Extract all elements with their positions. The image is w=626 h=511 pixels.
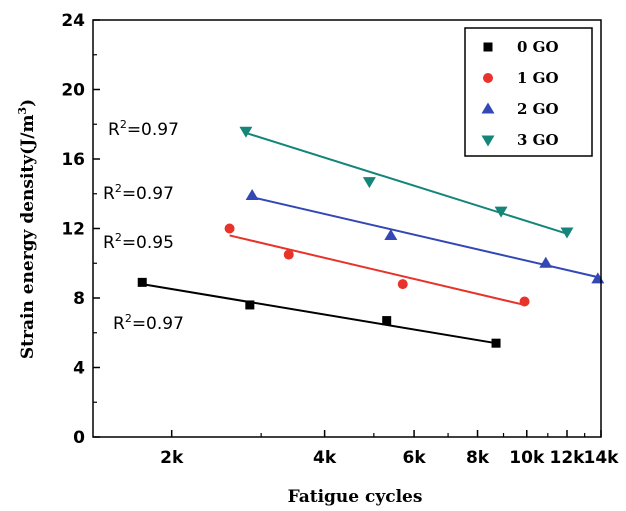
data-point	[560, 227, 574, 239]
y-tick-label: 8	[73, 289, 85, 309]
data-point	[245, 300, 255, 310]
r2-annotation-sup: 2	[115, 182, 122, 195]
y-tick-label: 16	[61, 150, 85, 170]
y-tick-label: 12	[61, 220, 85, 240]
r2-annotation: R2=0.97	[103, 182, 174, 204]
x-axis-title: Fatigue cycles	[288, 487, 423, 507]
r2-annotation-value: =0.95	[122, 233, 174, 253]
r2-annotation-value: =0.97	[122, 184, 174, 204]
x-tick-label: 6k	[402, 448, 426, 468]
r2-annotation-r: R	[103, 184, 115, 204]
r2-annotation: R2=0.95	[103, 231, 174, 253]
r2-annotation-sup: 2	[120, 118, 127, 131]
y-tick-label: 20	[61, 81, 85, 101]
r2-annotation-sup: 2	[125, 312, 132, 325]
y-axis-title: Strain energy density(J/m3)	[16, 99, 38, 359]
data-point	[137, 277, 147, 287]
legend-marker	[483, 42, 493, 52]
legend-marker	[481, 102, 495, 114]
data-point	[494, 206, 508, 218]
r2-annotation-sup: 2	[115, 231, 122, 244]
r2-annotation-r: R	[108, 120, 120, 140]
fit-line	[142, 283, 497, 345]
r2-annotation: R2=0.97	[108, 118, 179, 140]
y-tick-label: 24	[61, 11, 85, 31]
r2-annotation-r: R	[113, 314, 125, 334]
fit-line	[229, 234, 525, 306]
legend-label: 0 GO	[517, 38, 559, 56]
x-tick-label: 4k	[313, 448, 337, 468]
data-point	[382, 316, 392, 326]
r2-annotation-value: =0.97	[132, 314, 184, 334]
legend-label: 2 GO	[517, 100, 559, 118]
r2-annotation: R2=0.97	[113, 312, 184, 334]
y-axis-title-sup: 3	[16, 107, 29, 115]
x-tick-label: 8k	[466, 448, 490, 468]
data-point	[224, 223, 235, 234]
data-point	[491, 338, 501, 348]
data-point	[245, 188, 259, 200]
data-point	[519, 296, 530, 307]
y-tick-label: 0	[73, 428, 85, 448]
legend: 0 GO 1 GO 2 GO 3 GO	[464, 27, 593, 157]
x-tick-label: 12k	[550, 448, 586, 468]
legend-box	[464, 27, 593, 157]
data-point	[362, 177, 376, 189]
fit-line	[251, 196, 599, 279]
x-tick-label: 2k	[160, 448, 184, 468]
legend-label: 3 GO	[517, 131, 559, 149]
legend-marker	[481, 135, 495, 147]
r2-annotation-r: R	[103, 233, 115, 253]
data-point	[397, 279, 408, 290]
data-point	[283, 249, 294, 260]
legend-label: 1 GO	[517, 69, 559, 87]
y-axis-title-main: Strain energy density(J/m	[18, 115, 38, 360]
y-tick-label: 4	[73, 359, 85, 379]
x-tick-label: 14k	[584, 448, 620, 468]
r2-annotation-value: =0.97	[127, 120, 179, 140]
y-axis-title-close: )	[18, 99, 38, 107]
data-point	[239, 126, 253, 138]
x-tick-label: 10k	[509, 448, 545, 468]
fit-line	[245, 131, 568, 235]
data-point	[384, 228, 398, 240]
legend-marker	[483, 73, 493, 83]
data-point	[539, 256, 553, 268]
